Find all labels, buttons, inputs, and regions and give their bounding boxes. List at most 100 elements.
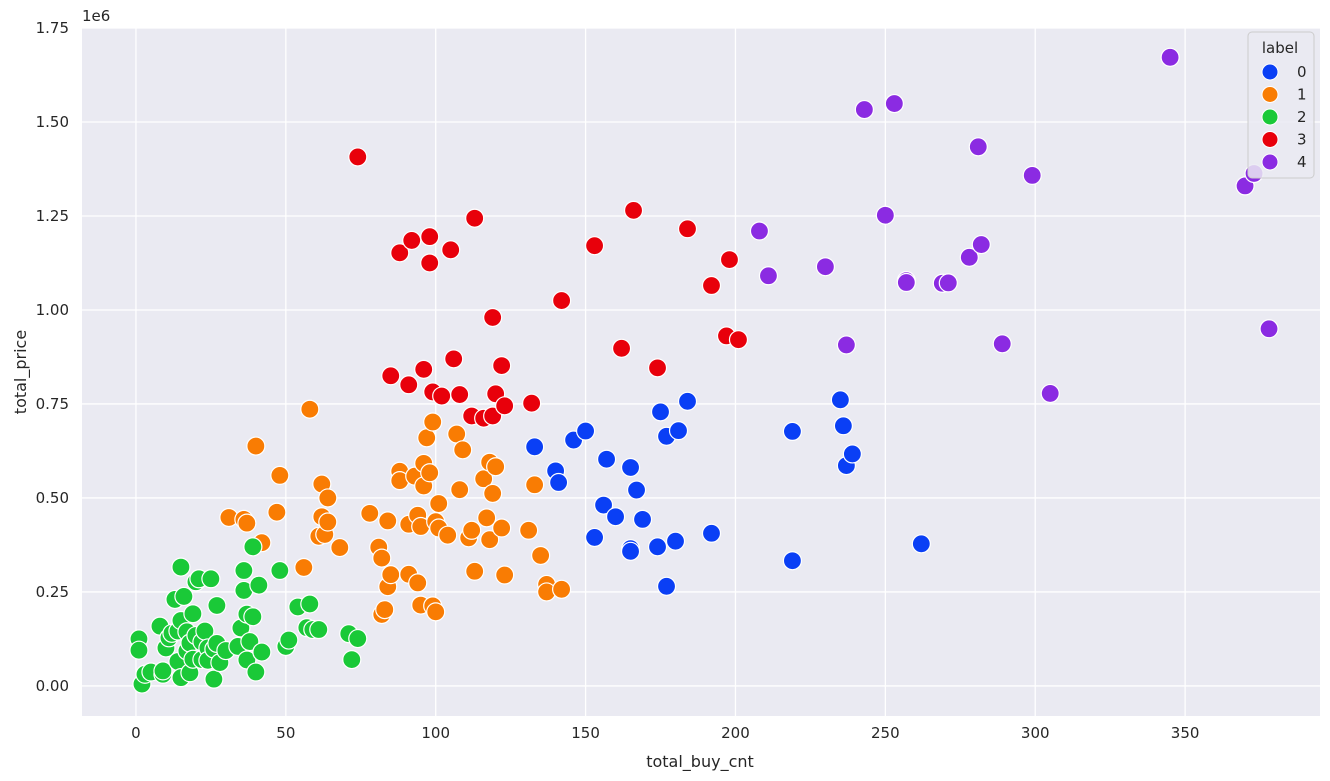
y-tick-label: 0.75: [36, 395, 69, 413]
data-point: [207, 595, 227, 616]
data-point: [896, 272, 916, 293]
x-tick-label: 0: [131, 724, 141, 742]
data-point: [462, 520, 482, 540]
legend-label: 0: [1297, 63, 1307, 81]
data-point: [444, 349, 464, 369]
data-point: [249, 575, 269, 595]
data-point: [842, 444, 862, 464]
data-point: [450, 384, 470, 405]
data-point: [620, 541, 641, 561]
data-point: [875, 205, 895, 225]
data-point: [552, 290, 572, 311]
data-point: [719, 249, 740, 270]
y-tick-label: 0.25: [36, 583, 69, 601]
data-point: [390, 243, 410, 263]
data-point: [348, 628, 368, 649]
data-point: [378, 511, 398, 531]
data-point: [330, 537, 350, 558]
data-point: [423, 412, 443, 432]
grid-lines: [82, 27, 1320, 716]
legend-title: label: [1262, 39, 1298, 57]
data-point: [525, 475, 545, 495]
data-point: [381, 565, 401, 585]
data-point: [968, 137, 988, 157]
data-point: [596, 449, 617, 469]
data-point: [620, 457, 641, 478]
legend: label 0 1 2 3 4: [1247, 31, 1315, 179]
legend-label: 2: [1297, 108, 1307, 126]
legend-items: 0 1 2 3 4: [1261, 63, 1307, 171]
data-point: [575, 421, 596, 441]
y-tick-label: 0.00: [36, 677, 69, 695]
series-0: [525, 390, 931, 596]
data-point: [474, 469, 494, 489]
data-point: [414, 359, 434, 379]
data-point: [701, 523, 722, 543]
x-axis-title: total_buy_cnt: [646, 752, 754, 772]
data-point: [584, 236, 605, 256]
data-point: [492, 518, 512, 538]
legend-marker: [1261, 108, 1279, 126]
data-point: [626, 480, 647, 500]
data-point: [483, 307, 503, 328]
data-point: [432, 386, 452, 406]
series-1: [219, 399, 572, 625]
data-point: [183, 604, 203, 624]
data-point: [420, 463, 440, 483]
data-point: [992, 334, 1012, 354]
data-point: [833, 416, 853, 436]
plot-background: [82, 28, 1320, 716]
data-point: [486, 457, 506, 477]
x-tick-label: 150: [571, 724, 600, 742]
data-point: [243, 607, 263, 627]
data-point: [429, 493, 449, 514]
data-point: [938, 273, 958, 293]
x-tick-label: 300: [1021, 724, 1050, 742]
data-point: [270, 465, 290, 485]
data-point: [552, 579, 572, 599]
data-point: [294, 557, 314, 578]
data-point: [830, 390, 850, 410]
data-point: [677, 391, 698, 411]
data-point: [465, 208, 485, 228]
data-point: [749, 221, 770, 241]
data-point: [408, 573, 428, 593]
data-point: [971, 234, 991, 255]
legend-marker: [1261, 63, 1279, 81]
data-point: [300, 399, 320, 419]
data-point: [623, 200, 644, 220]
data-point: [201, 569, 221, 589]
data-point: [441, 240, 461, 260]
legend-marker: [1261, 153, 1279, 171]
data-point: [668, 421, 689, 441]
data-point: [522, 393, 542, 413]
data-point: [677, 219, 698, 239]
data-point: [243, 537, 263, 557]
data-point: [959, 247, 979, 267]
y-tick-label: 0.50: [36, 489, 69, 507]
data-point: [300, 594, 320, 614]
data-point: [854, 99, 874, 120]
legend-marker: [1261, 131, 1279, 148]
data-point: [399, 375, 419, 395]
data-point: [605, 507, 626, 527]
y-tick-label: 1.50: [36, 113, 69, 131]
data-point: [465, 561, 485, 581]
data-point: [815, 257, 835, 277]
x-tick-label: 350: [1171, 724, 1200, 742]
data-points: [129, 47, 1279, 694]
data-point: [647, 358, 668, 378]
legend-label: 4: [1297, 153, 1307, 171]
data-point: [252, 642, 272, 662]
data-point: [318, 512, 338, 532]
data-point: [270, 560, 290, 581]
series-3: [348, 147, 749, 428]
x-tick-label: 50: [276, 724, 295, 742]
data-point: [884, 93, 904, 114]
data-point: [525, 437, 545, 457]
data-point: [701, 275, 722, 296]
data-point: [240, 631, 260, 652]
data-point: [480, 530, 500, 550]
data-point: [584, 527, 605, 548]
